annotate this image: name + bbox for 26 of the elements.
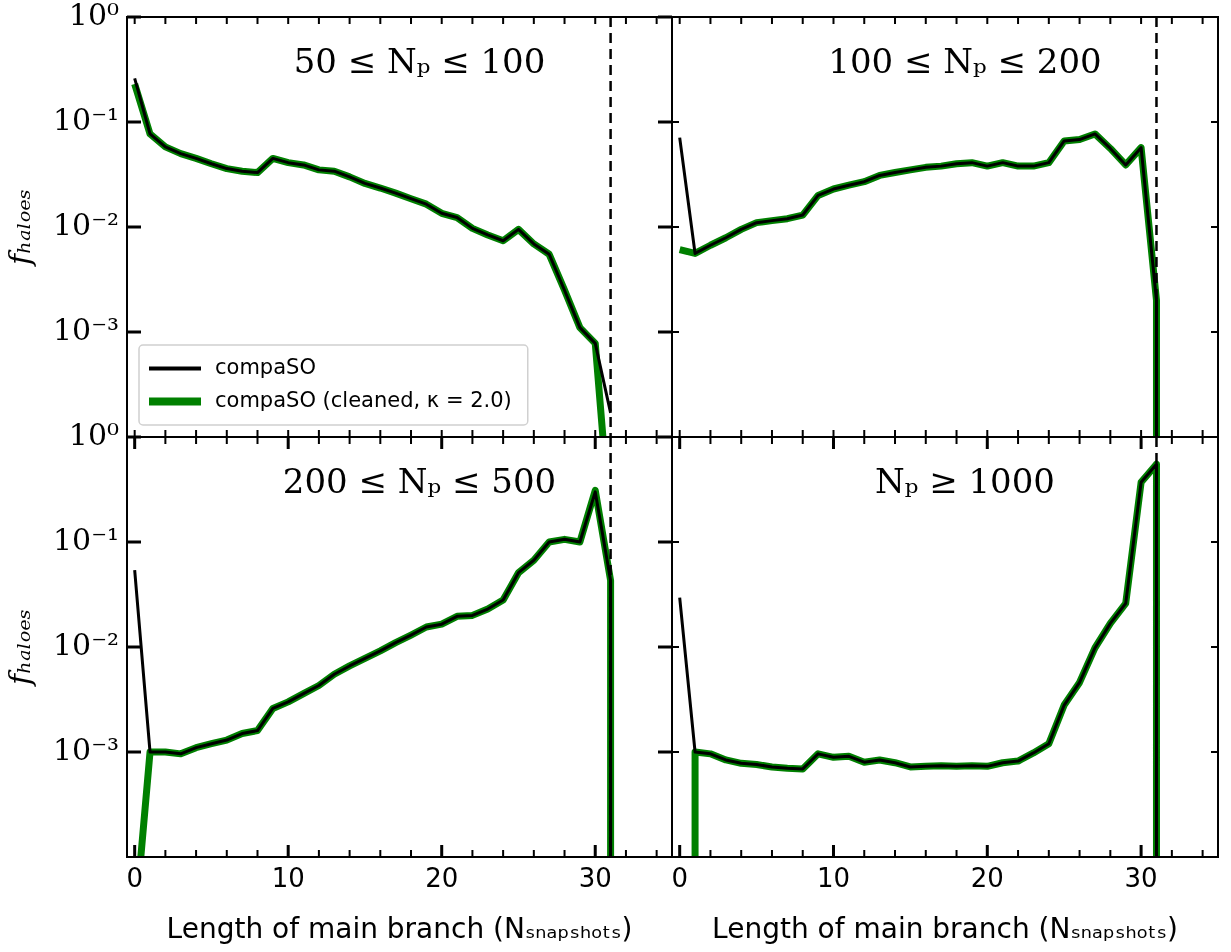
y-tick-label: 10⁻² [52,626,119,662]
y-tick-label: 10⁻² [52,206,119,242]
text: 50 ≤ Nₚ ≤ 100 [293,40,546,81]
x-tick-label: 30 [1124,863,1158,894]
y-axis-title: fₕₐₗₒₑₛ [1,189,37,267]
x-tick-label: 20 [425,863,459,894]
text: 200 ≤ Nₚ ≤ 500 [282,460,557,501]
x-tick-label: 10 [816,863,851,894]
x-tick-label: 10 [271,863,305,894]
legend-label: compaSO (cleaned, κ = 2.0) [215,387,512,412]
x-tick-label: 20 [970,863,1004,894]
y-tick-label: 10⁻³ [52,731,119,767]
x-tick-label: 30 [578,863,612,894]
y-axis-title: fₕₐₗₒₑₛ [1,609,37,687]
y-tick-label: 10⁻³ [52,311,119,347]
y-tick-label: 10⁰ [68,416,119,452]
x-tick-label: 0 [126,863,143,894]
text: Nₚ ≥ 1000 [875,460,1055,501]
y-tick-label: 10⁻¹ [52,101,119,137]
x-tick-label: 0 [671,863,688,894]
y-tick-label: 10⁰ [68,0,119,32]
x-axis-title: Length of main branch (Nₛₙₐₚₛₕₒₜₛ) [166,912,633,946]
text: 100 ≤ Nₚ ≤ 200 [828,40,1102,81]
y-tick-label: 10⁻¹ [52,521,119,557]
legend-label: compaSO [215,354,316,379]
x-axis-title: Length of main branch (Nₛₙₐₚₛₕₒₜₛ) [712,912,1178,946]
